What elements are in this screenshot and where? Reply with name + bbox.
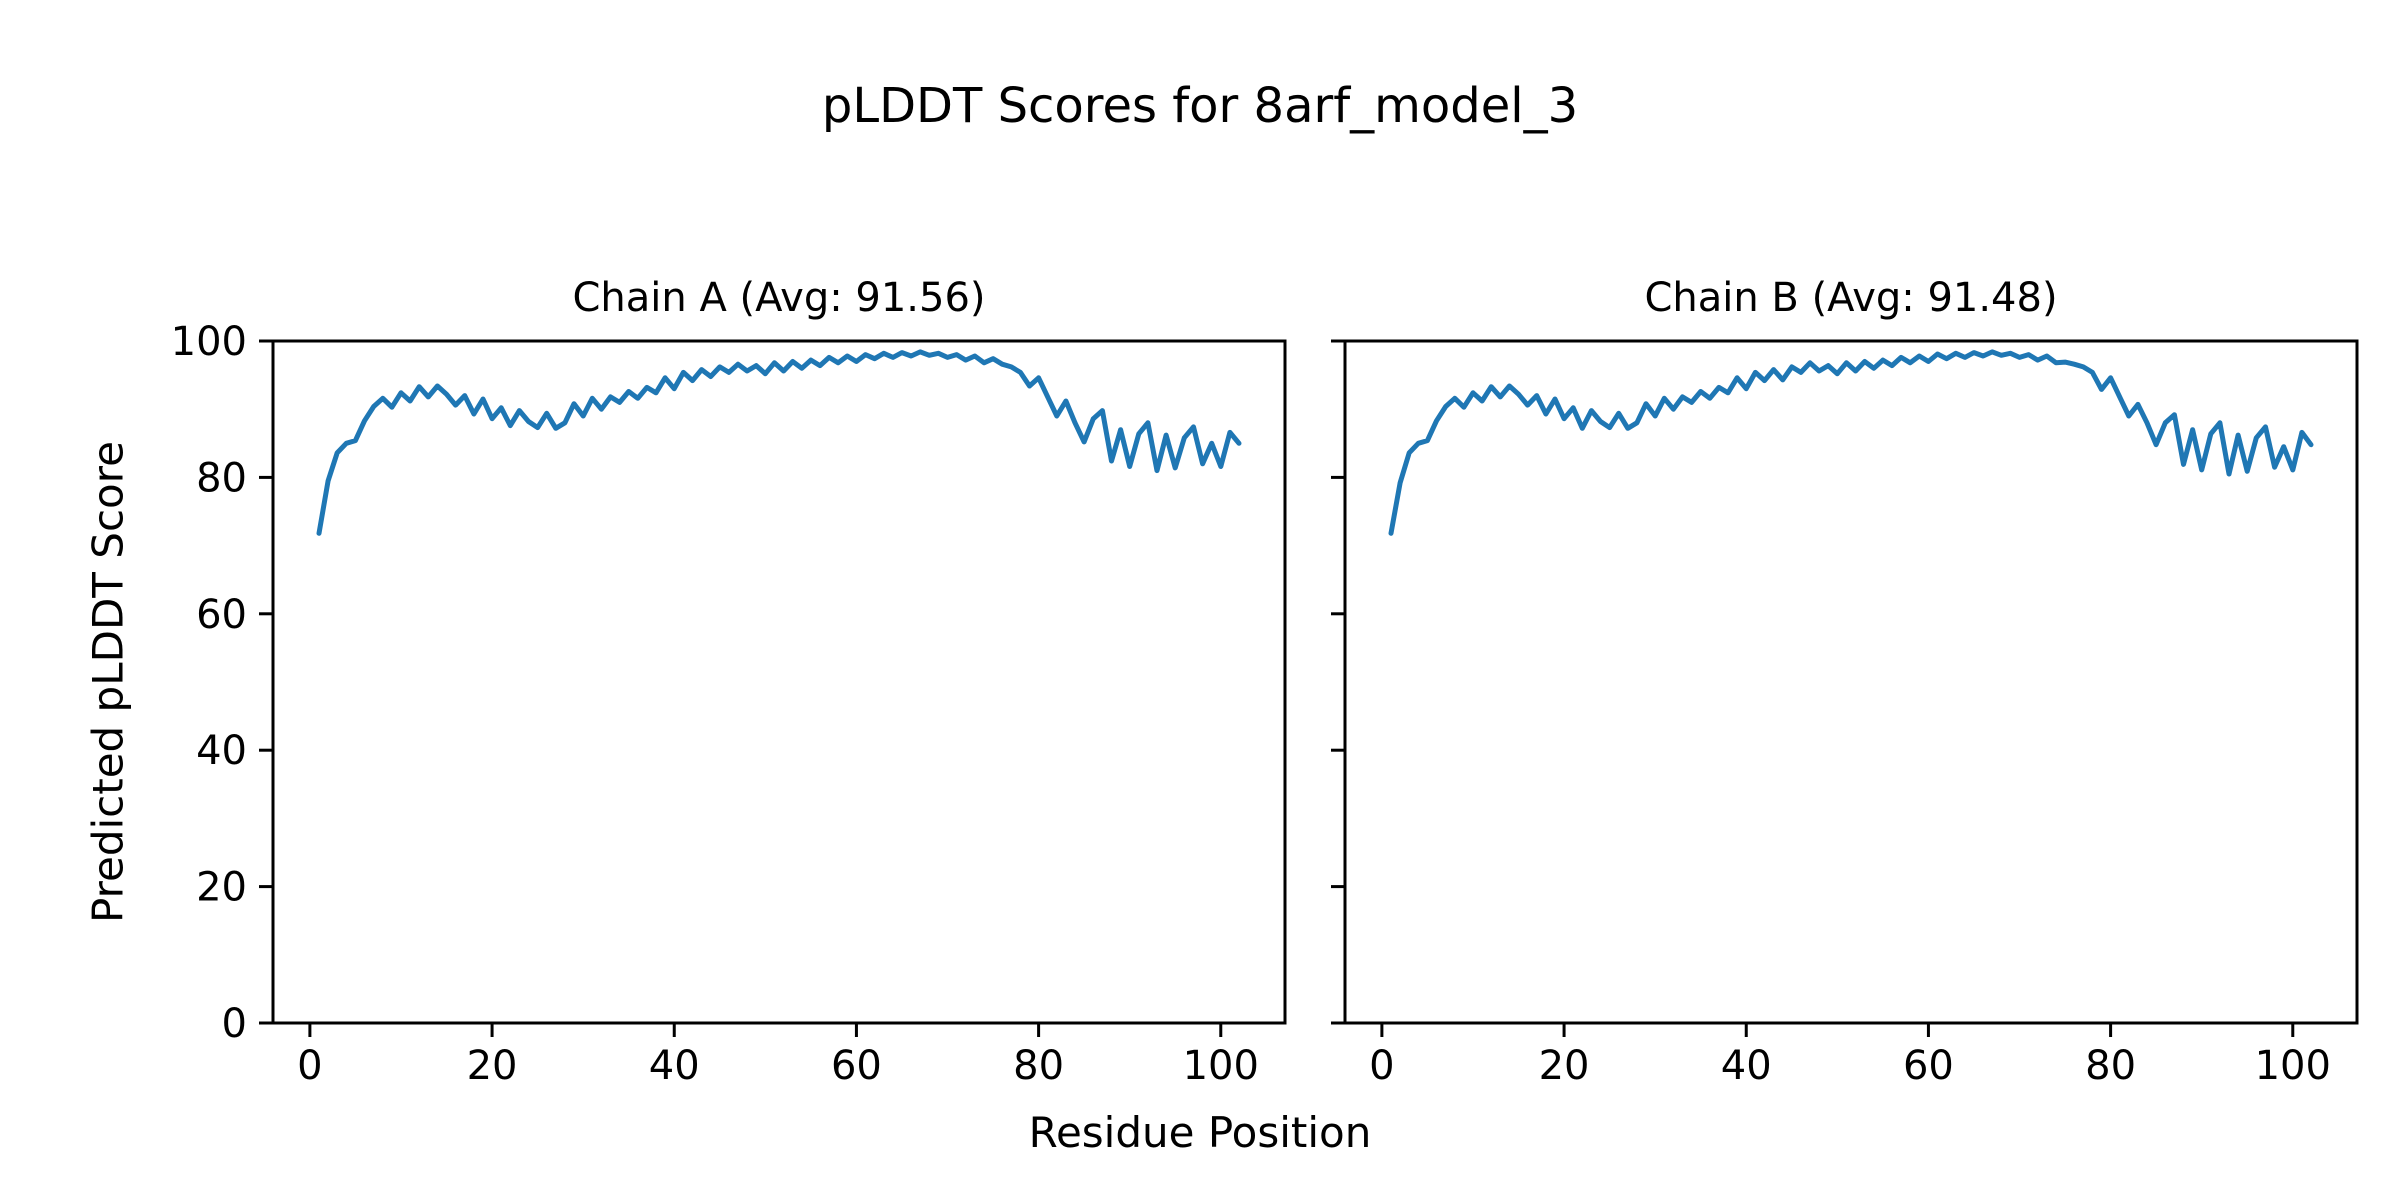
x-tick-label: 40 [1721,1043,1772,1089]
x-tick-label: 100 [1183,1043,1259,1089]
x-tick-label: 60 [1903,1043,1954,1089]
plot-frame [1343,339,2359,1025]
y-tick-label: 0 [222,1001,247,1047]
x-tick-label: 40 [649,1043,700,1089]
plot-frame [271,339,1287,1025]
plot-chain-b: 0 20 40 60 80 100 [1331,339,2359,1089]
y-tick-label: 80 [196,455,247,501]
x-tick-label: 20 [1539,1043,1590,1089]
y-tick-label: 20 [196,865,247,911]
plddt-line [1388,349,2314,536]
x-tick-label: 0 [1369,1043,1394,1089]
x-tick-label: 100 [2255,1043,2331,1089]
plot-chain-a: 0 20 40 60 80 100 0 20 40 60 80 100 [171,319,1287,1089]
plddt-line [316,349,1242,536]
subplot-title-chain-a: Chain A (Avg: 91.56) [572,275,986,321]
x-tick-label: 80 [2085,1043,2136,1089]
x-axis-label: Residue Position [1028,1108,1372,1157]
y-axis-label: Predicted pLDDT Score [83,441,133,923]
x-tick-label: 0 [297,1043,322,1089]
figure-title: pLDDT Scores for 8arf_model_3 [821,78,1579,134]
subplot-title-chain-b: Chain B (Avg: 91.48) [1644,275,2058,321]
x-tick-label: 60 [831,1043,882,1089]
y-tick-label: 60 [196,592,247,638]
x-tick-label: 80 [1013,1043,1064,1089]
y-tick-label: 100 [171,319,247,365]
y-tick-label: 40 [196,728,247,774]
x-tick-label: 20 [467,1043,518,1089]
